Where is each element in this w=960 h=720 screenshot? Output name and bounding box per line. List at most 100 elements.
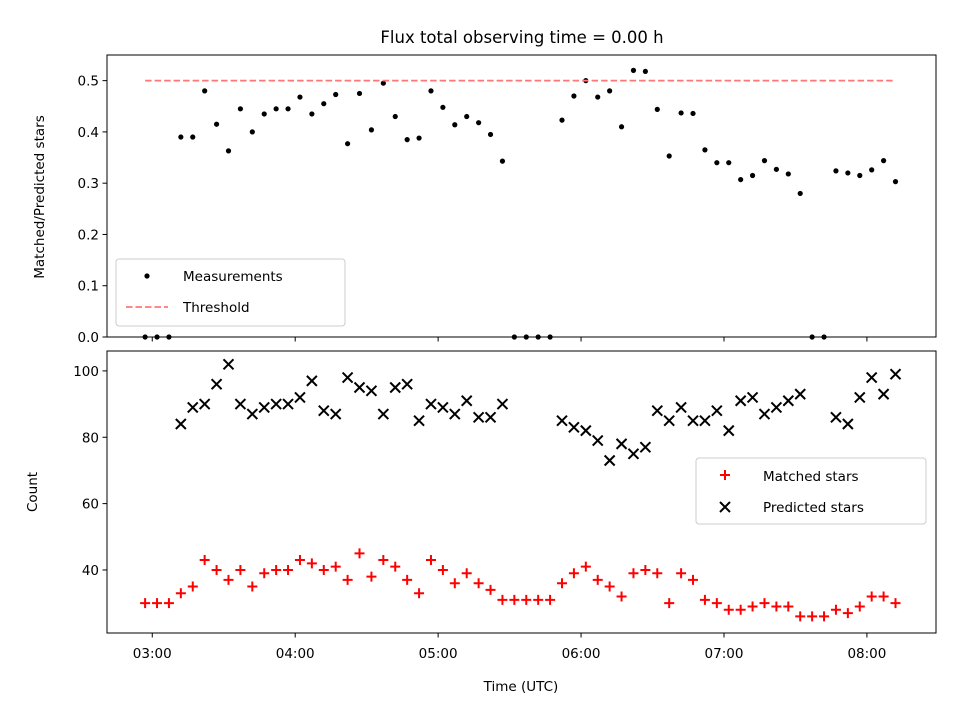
- bottom-legend: Matched stars Predicted stars: [695, 457, 927, 525]
- measurements-point: [440, 104, 446, 110]
- matched-stars-point: [175, 588, 186, 599]
- matched-stars-point: [235, 564, 246, 575]
- measurements-point: [869, 167, 875, 173]
- predicted-stars-point: [496, 398, 509, 410]
- matched-stars-point: [545, 594, 556, 605]
- matched-stars-point: [652, 568, 663, 579]
- predicted-stars-point: [603, 454, 616, 467]
- matched-stars-point: [628, 568, 639, 579]
- matched-stars-point: [711, 598, 722, 609]
- matched-stars-point: [211, 564, 222, 575]
- top-panel: Flux total observing time = 0.00 h Match…: [32, 28, 937, 346]
- matched-stars-point: [890, 598, 901, 609]
- matched-stars-point: [342, 574, 353, 585]
- measurements-point: [404, 137, 410, 143]
- top-y-axis-label: Matched/Predicted stars: [32, 115, 48, 278]
- measurements-point: [476, 120, 482, 126]
- y-tick-label: 100: [73, 364, 99, 380]
- matched-stars-point: [318, 564, 329, 575]
- predicted-stars-point: [329, 408, 342, 420]
- measurements-point: [321, 101, 327, 107]
- matched-stars-point: [723, 604, 734, 615]
- measurements-point: [487, 131, 494, 138]
- predicted-stars-point: [246, 408, 259, 420]
- predicted-stars-point: [484, 411, 497, 424]
- legend-predicted-label: Predicted stars: [763, 500, 864, 516]
- measurements-point: [654, 106, 660, 112]
- predicted-stars-point: [365, 385, 378, 397]
- predicted-stars-point: [282, 398, 294, 410]
- matched-stars-point: [294, 555, 305, 566]
- matched-stars-point: [497, 594, 508, 605]
- predicted-stars-point: [723, 424, 735, 437]
- predicted-stars-point: [449, 408, 461, 420]
- measurements-point: [213, 121, 220, 127]
- measurements-point: [273, 106, 279, 112]
- bottom-plot-frame: [106, 350, 937, 634]
- matched-stars-point: [783, 601, 794, 612]
- predicted-stars-point: [353, 381, 366, 394]
- measurements-point: [237, 106, 244, 112]
- measurements-point: [392, 113, 398, 120]
- predicted-stars-point: [734, 395, 747, 407]
- predicted-stars-point: [437, 401, 449, 414]
- top-plot-area: 0.0 0.1 0.2 0.3 0.4 0.5: [78, 67, 899, 346]
- matched-stars-point: [414, 588, 425, 599]
- predicted-stars-point: [234, 398, 247, 410]
- measurements-point: [773, 166, 779, 172]
- predicted-stars-point: [198, 398, 211, 410]
- y-tick-label: 0.0: [78, 330, 99, 346]
- predicted-stars-point: [854, 391, 866, 404]
- predicted-stars-point: [746, 391, 759, 404]
- bottom-y-axis-label: Count: [25, 472, 41, 512]
- matched-stars-point: [366, 571, 377, 582]
- predicted-stars-point: [270, 398, 282, 410]
- matched-stars-point: [473, 578, 484, 589]
- measurements-point: [797, 190, 803, 197]
- matched-stars-point: [199, 555, 210, 566]
- matched-stars-point: [604, 581, 615, 592]
- y-tick-label: 0.5: [78, 74, 99, 90]
- predicted-stars-point: [699, 414, 711, 427]
- matched-stars-point: [795, 611, 806, 622]
- predicted-stars-point: [592, 434, 604, 447]
- measurements-point: [880, 158, 887, 164]
- matched-stars-point: [223, 574, 234, 585]
- measurements-point: [499, 158, 506, 164]
- measurements-point: [356, 90, 363, 97]
- matched-stars-point: [259, 568, 270, 579]
- predicted-stars-point: [889, 368, 902, 380]
- matched-stars-point: [163, 598, 174, 609]
- y-tick-label: 0.2: [78, 227, 99, 243]
- predicted-stars-point: [675, 401, 687, 414]
- matched-stars-point: [616, 591, 627, 602]
- predicted-stars-point: [580, 424, 592, 437]
- matched-stars-point: [509, 594, 520, 605]
- predicted-stars-point: [651, 405, 663, 417]
- predicted-stars-point: [663, 414, 675, 427]
- top-legend-box: [115, 258, 346, 327]
- matched-stars-point: [854, 601, 865, 612]
- predicted-stars-point: [413, 414, 425, 427]
- measurements-point: [225, 148, 232, 154]
- predicted-stars-point: [782, 395, 795, 407]
- matched-stars-point: [568, 568, 579, 579]
- predicted-stars-point: [341, 371, 354, 384]
- predicted-stars-point: [865, 371, 878, 384]
- predicted-stars-point: [306, 375, 318, 387]
- legend-predicted-marker: [719, 501, 731, 513]
- x-axis-label: Time (UTC): [483, 679, 559, 695]
- predicted-stars-point: [318, 405, 330, 417]
- measurements-point: [333, 91, 339, 98]
- measurements-point: [285, 106, 291, 112]
- matched-stars-point: [640, 564, 651, 575]
- matched-stars-point: [592, 574, 603, 585]
- measurements-point: [761, 158, 768, 164]
- measurements-point: [190, 134, 196, 140]
- legend-measurements-marker: [144, 273, 150, 279]
- measurements-point: [416, 135, 422, 141]
- measurements-point: [857, 172, 863, 179]
- matched-stars-point: [878, 591, 889, 602]
- predicted-stars-point: [472, 411, 485, 424]
